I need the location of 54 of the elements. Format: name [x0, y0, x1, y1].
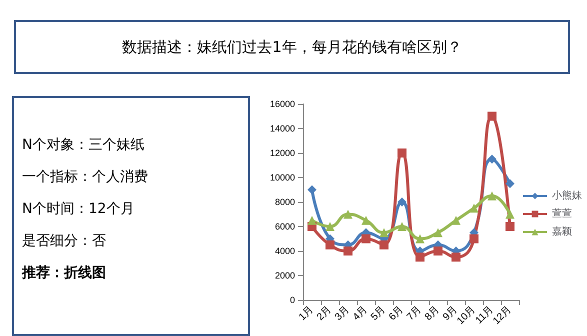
point	[326, 222, 334, 231]
point	[434, 228, 442, 238]
y-tick-label: 0	[290, 295, 295, 305]
legend-label: 萱萱	[552, 208, 572, 220]
point	[452, 252, 460, 262]
point	[488, 191, 496, 200]
x-tick-label: 6月	[387, 304, 406, 323]
y-tick-label: 10000	[270, 172, 295, 182]
text: 一个指标：个人消费	[22, 168, 149, 186]
point	[308, 185, 316, 194]
x-tick-label: 2月	[315, 304, 334, 323]
text: N个对象：三个妹纸	[22, 136, 146, 154]
x-tick-label: 7月	[405, 304, 424, 323]
x-tick-label: 3月	[333, 304, 352, 323]
y-tick-label: 14000	[270, 124, 295, 134]
text: 数据描述：妹纸们过去1年，每月花的钱有啥区别？	[14, 20, 570, 74]
point	[308, 216, 316, 225]
x-tick-label: 1月	[297, 304, 316, 323]
point	[506, 179, 514, 188]
point	[362, 216, 370, 225]
point	[452, 216, 460, 225]
text: 是否细分：否	[22, 232, 107, 250]
point	[416, 252, 424, 262]
y-tick-label: 12000	[270, 148, 295, 158]
point	[506, 210, 514, 219]
point	[344, 246, 352, 256]
x-tick-label: 12月	[491, 304, 514, 327]
point	[398, 148, 406, 158]
x-tick-label: 4月	[351, 304, 370, 323]
text: N个时间：12个月	[22, 200, 136, 218]
y-tick-label: 4000	[274, 246, 295, 256]
point	[470, 234, 478, 244]
point	[380, 240, 388, 250]
y-tick-label: 6000	[274, 222, 295, 232]
point	[380, 228, 388, 238]
text: 推荐：折线图	[22, 264, 107, 282]
legend-label: 小熊妹	[552, 190, 582, 202]
point	[506, 222, 514, 231]
x-tick-label: 5月	[369, 304, 388, 323]
y-tick-label: 2000	[274, 270, 295, 280]
point	[398, 198, 406, 206]
point	[488, 154, 496, 164]
point	[434, 246, 442, 256]
point	[362, 234, 370, 244]
point	[416, 234, 424, 244]
point	[488, 112, 496, 121]
legend-label: 嘉颖	[552, 226, 572, 238]
point	[326, 240, 334, 250]
y-tick-label: 8000	[274, 197, 295, 207]
point	[398, 222, 406, 231]
y-tick-label: 16000	[270, 99, 295, 109]
x-tick-label: 8月	[423, 304, 442, 323]
point	[470, 204, 478, 213]
point	[344, 210, 352, 219]
